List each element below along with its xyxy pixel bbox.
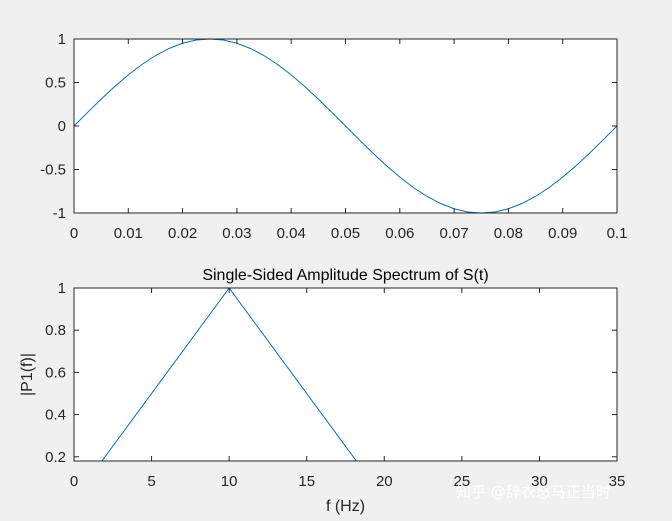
series-line-0: [74, 39, 617, 213]
x-tick-label: 5: [147, 473, 155, 490]
y-tick-label: 1: [58, 31, 66, 48]
axes-box: [73, 287, 618, 462]
y-tick-label: 1: [58, 280, 66, 297]
x-tick-label: 0: [70, 473, 78, 490]
x-tick-label: 0.05: [331, 225, 360, 242]
chart-title: Single-Sided Amplitude Spectrum of S(t): [202, 267, 488, 284]
x-axis-label: f (Hz): [326, 498, 365, 515]
x-tick-label: 10: [221, 473, 238, 490]
y-tick-label: 0.4: [45, 407, 66, 424]
x-tick-label: 25: [454, 473, 471, 490]
watermark-text: 知乎 @辞衣怒马正当时: [456, 483, 611, 501]
x-tick-label: 15: [298, 473, 315, 490]
x-tick-label: 20: [376, 473, 393, 490]
y-tick-label: 0: [58, 118, 66, 135]
x-tick-label: 0.08: [494, 225, 523, 242]
y-tick-label: -0.5: [40, 162, 66, 179]
x-tick-label: 35: [609, 473, 626, 490]
y-tick-label: 0.6: [45, 364, 66, 381]
series-line-0: [101, 288, 357, 461]
x-tick-label: 0.1: [607, 225, 628, 242]
x-tick-label: 0.02: [168, 225, 197, 242]
y-tick-label: 0.5: [45, 75, 66, 92]
x-tick-label: 0.01: [114, 225, 143, 242]
x-tick-label: 0.03: [222, 225, 251, 242]
y-tick-label: -1: [53, 205, 66, 222]
time-domain-plot: 0 0.01 0.02 0.03 0.04 0.05 0.06 0.07 0.08 0.09 0.1…: [40, 31, 627, 242]
y-axis-label: |P1(f)|: [19, 353, 36, 396]
x-tick-label: 0: [70, 225, 78, 242]
x-tick-label: 0.04: [277, 225, 306, 242]
x-tick-label: 0.09: [548, 225, 577, 242]
amplitude-spectrum-plot: 0 5 10 15 20 25 30 35 0.2 0.4 0.6 0.8 1 Single-Sided …: [19, 267, 625, 515]
x-tick-label: 0.06: [385, 225, 414, 242]
y-tick-label: 0.8: [45, 322, 66, 339]
y-tick-label: 0.2: [45, 449, 66, 466]
x-tick-label: 30: [531, 473, 548, 490]
plot-area: [74, 288, 617, 461]
x-tick-label: 0.07: [439, 225, 468, 242]
